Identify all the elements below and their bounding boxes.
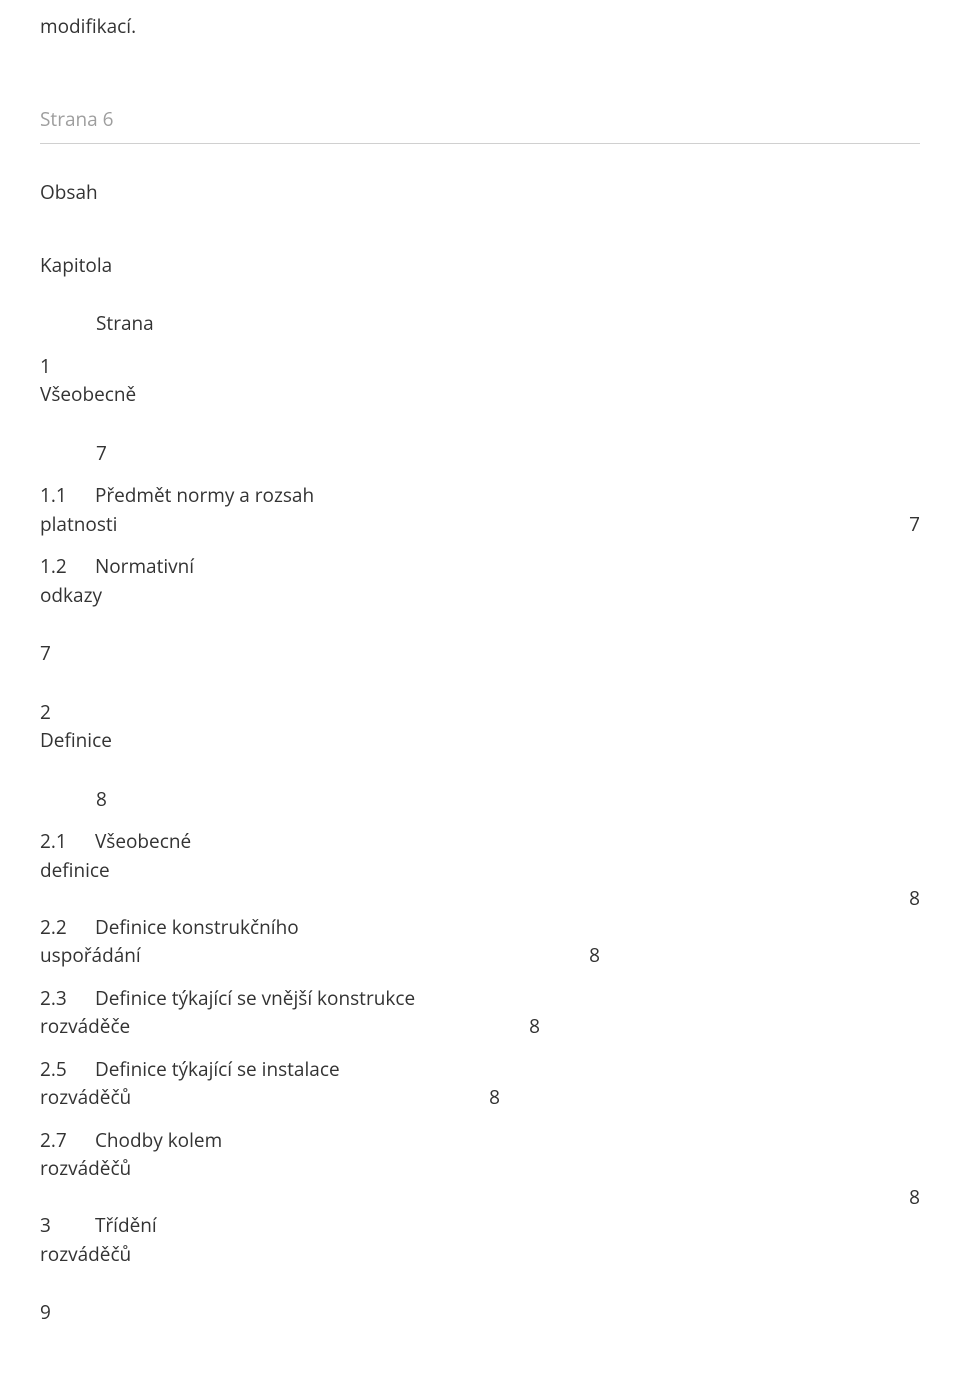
sec2-num: 2 [40, 698, 920, 727]
sec2-1-text2: definice [40, 856, 920, 885]
sec2-5-line2-row: rozváděčů 8 [40, 1083, 500, 1112]
heading-kapitola: Kapitola [40, 251, 920, 280]
sec2-3-line1: 2.3 Definice týkající se vnější konstruk… [40, 984, 920, 1013]
sec2-1-page-far: 8 [40, 884, 920, 913]
sec1-num: 1 [40, 352, 920, 381]
sec2-2-line2-row: uspořádání 8 [40, 941, 600, 970]
heading-obsah: Obsah [40, 178, 920, 207]
sec2-7-text2: rozváděčů [40, 1154, 920, 1183]
sec2-title: Definice [40, 726, 920, 755]
sec2-1-num: 2.1 [40, 827, 90, 856]
sec2-3-num: 2.3 [40, 984, 90, 1013]
sec2-7-line1: 2.7 Chodby kolem [40, 1126, 920, 1155]
heading-strana: Strana [40, 309, 920, 338]
sec2-2-num: 2.2 [40, 913, 90, 942]
sec3-line1: 3 Třídění [40, 1211, 920, 1240]
sec2-3-page: 8 [520, 1012, 540, 1041]
sec2-5-num: 2.5 [40, 1055, 90, 1084]
top-word: modifikací. [40, 12, 920, 41]
sec2-page-indented: 8 [40, 785, 920, 814]
sec1-2-num: 1.2 [40, 552, 90, 581]
sec1-page-indented: 7 [40, 439, 920, 468]
sec2-5-line1: 2.5 Definice týkající se instalace [40, 1055, 920, 1084]
sec2-2-text2: uspořádání [40, 941, 141, 970]
sec2-3-text1: Definice týkající se vnější konstrukce [95, 985, 415, 1011]
divider [40, 143, 920, 144]
sec2-7-num: 2.7 [40, 1126, 90, 1155]
sec2-5-text2: rozváděčů [40, 1083, 131, 1112]
page-label: Strana 6 [40, 105, 920, 134]
sec2-1-text1: Všeobecné [95, 828, 191, 854]
sec2-2-text1: Definice konstrukčního [95, 914, 299, 940]
sec1-1-text1: Předmět normy a rozsah [95, 482, 314, 508]
sec2-3-line2-row: rozváděče 8 [40, 1012, 540, 1041]
sec1-1-line2-row: platnosti 7 [40, 510, 920, 539]
sec2-7-page-far: 8 [40, 1183, 920, 1212]
sec1-1-text2: platnosti [40, 510, 117, 539]
sec3-text2: rozváděčů [40, 1240, 920, 1269]
sec2-1-line1: 2.1 Všeobecné [40, 827, 920, 856]
sec2-2-page: 8 [580, 941, 600, 970]
sec1-title: Všeobecně [40, 380, 920, 409]
sec3-num: 3 [40, 1211, 90, 1240]
sec1-2-page-below: 7 [40, 639, 920, 668]
sec2-5-page: 8 [480, 1083, 500, 1112]
sec1-1-line1: 1.1 Předmět normy a rozsah [40, 481, 920, 510]
sec1-1-page: 7 [900, 510, 920, 539]
sec2-3-text2: rozváděče [40, 1012, 130, 1041]
sec2-5-text1: Definice týkající se instalace [95, 1056, 340, 1082]
sec3-text1: Třídění [95, 1212, 157, 1238]
sec3-page-below: 9 [40, 1298, 920, 1327]
sec1-2-text1: Normativní [95, 553, 194, 579]
sec1-2-line1: 1.2 Normativní [40, 552, 920, 581]
sec1-1-num: 1.1 [40, 481, 90, 510]
sec2-2-line1: 2.2 Definice konstrukčního [40, 913, 920, 942]
sec2-7-text1: Chodby kolem [95, 1127, 222, 1153]
sec1-2-text2: odkazy [40, 581, 920, 610]
